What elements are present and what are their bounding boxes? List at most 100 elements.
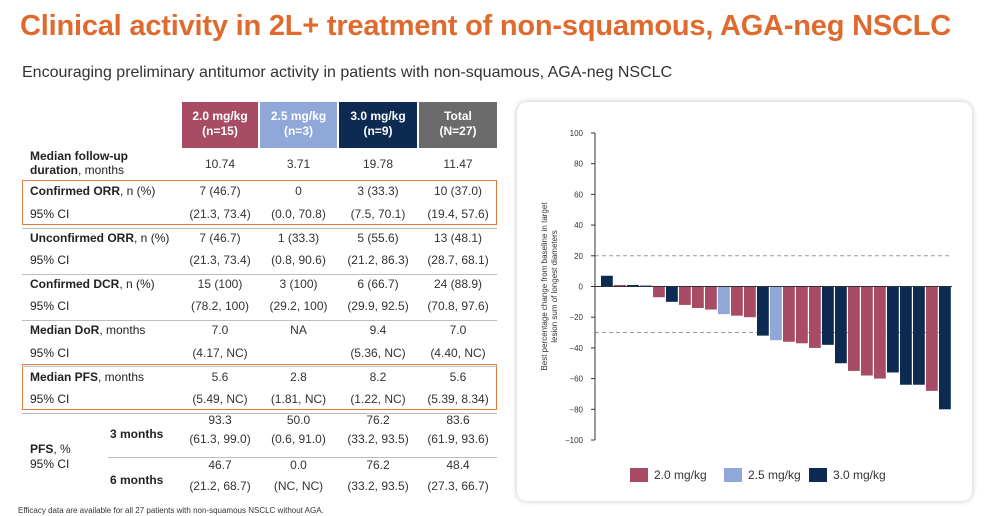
table-cell: (0.6, 91.0)	[271, 432, 326, 446]
dose-header-label: 3.0 mg/kg	[350, 109, 406, 123]
waterfall-bar	[640, 284, 652, 287]
row-label: Confirmed DCR, n (%)	[30, 277, 155, 291]
dose-header-label: 2.5 mg/kg	[270, 109, 327, 123]
row-label: 95% CI	[30, 299, 70, 313]
table-cell: 8.2	[369, 370, 387, 384]
table-cell: (5.49, NC)	[192, 392, 248, 406]
waterfall-bar	[692, 286, 704, 308]
dose-header-2: 3.0 mg/kg (n=9)	[339, 102, 417, 148]
table-cell: (70.8, 97.6)	[427, 299, 489, 313]
row-divider	[22, 320, 497, 321]
footnote: Efficacy data are available for all 27 p…	[18, 506, 324, 515]
row-label: 95% CI	[30, 207, 70, 221]
waterfall-bar	[653, 286, 665, 298]
y-tick-label: −100	[565, 436, 584, 445]
pfs-timepoint-label: 6 months	[110, 473, 164, 487]
table-cell: 93.3	[208, 413, 232, 427]
y-tick-label: 60	[574, 190, 583, 199]
row-divider	[22, 274, 497, 275]
dose-header-1: 2.5 mg/kg (n=3)	[260, 102, 337, 148]
row-label-followup: Median follow-up duration, months	[30, 149, 128, 177]
table-cell: 50.0	[286, 413, 311, 427]
table-cell: (27.3, 66.7)	[427, 479, 489, 493]
table-cell: 7.0	[449, 323, 467, 337]
table-cell: (4.17, NC)	[192, 346, 248, 360]
table-cell: 7 (46.7)	[199, 231, 241, 245]
table-cell: 46.7	[208, 458, 232, 472]
dose-header-n: (N=27)	[439, 124, 477, 138]
cell-followup: 11.47	[443, 157, 473, 171]
waterfall-bar	[679, 286, 691, 305]
row-label: Median DoR, months	[30, 323, 146, 337]
pfs-timepoint-label: 3 months	[110, 427, 164, 441]
table-cell: (NC, NC)	[273, 479, 324, 493]
legend-swatch	[809, 468, 827, 482]
row-label: 95% CI	[30, 392, 70, 406]
waterfall-bar	[796, 286, 808, 344]
waterfall-bar	[809, 286, 821, 348]
legend-swatch	[630, 468, 648, 482]
waterfall-bar	[887, 286, 899, 373]
row-divider	[22, 366, 497, 367]
y-tick-label: 80	[574, 160, 583, 169]
y-tick-label: −20	[569, 313, 583, 322]
table-cell: (28.7, 68.1)	[427, 253, 489, 267]
y-tick-label: −40	[569, 344, 583, 353]
table-cell: 6 (66.7)	[357, 277, 399, 291]
table-cell: 10 (37.0)	[433, 184, 483, 198]
table-cell: (61.3, 99.0)	[189, 432, 251, 446]
waterfall-bar	[601, 275, 613, 287]
table-cell: (5.39, 8.34)	[427, 392, 489, 406]
row-label: Unconfirmed ORR, n (%)	[30, 231, 170, 245]
waterfall-bar	[874, 286, 886, 379]
row-label: 95% CI	[30, 253, 70, 267]
y-axis-label-line: lesion sum of longest diameters	[550, 230, 559, 343]
table-cell: 2.8	[290, 370, 307, 384]
table-cell: 76.2	[366, 458, 390, 472]
table-cell: 24 (88.9)	[433, 277, 483, 291]
waterfall-bar	[627, 284, 639, 287]
waterfall-bar	[822, 286, 834, 345]
waterfall-bar	[900, 286, 912, 385]
table-cell: (4.40, NC)	[430, 346, 486, 360]
waterfall-bar	[614, 284, 626, 287]
table-cell: 0.0	[290, 458, 307, 472]
table-cell: 0	[295, 184, 302, 198]
table-cell: (21.2, 68.7)	[189, 479, 251, 493]
table-cell: (21.2, 86.3)	[347, 253, 409, 267]
table-cell: 9.4	[369, 323, 387, 337]
table-cell: (78.2, 100)	[190, 299, 250, 313]
slide-subtitle: Encouraging preliminary antitumor activi…	[22, 64, 673, 81]
table-cell: (61.9, 93.6)	[427, 432, 489, 446]
legend-swatch	[724, 468, 742, 482]
waterfall-bar	[770, 286, 782, 341]
table-cell: (21.3, 73.4)	[189, 253, 251, 267]
table-cell: 7 (46.7)	[199, 184, 241, 198]
cell-followup: 10.74	[204, 157, 236, 171]
waterfall-bar	[848, 286, 860, 371]
row-divider	[108, 457, 497, 458]
highlight-box-orr	[22, 180, 497, 225]
row-divider	[22, 228, 497, 229]
waterfall-chart-panel: 100 80 60 40 20 0 −20 −40 −60 −80 −100 Best percent…	[517, 102, 972, 501]
y-tick-label: −80	[569, 405, 583, 414]
table-cell: (0.0, 70.8)	[271, 207, 326, 221]
waterfall-bar	[939, 286, 951, 410]
waterfall-bar	[783, 286, 795, 342]
row-label: Confirmed ORR, n (%)	[30, 184, 156, 198]
table-cell: 5.6	[449, 370, 467, 384]
table-cell: 76.2	[366, 413, 390, 427]
waterfall-chart: 100 80 60 40 20 0 −20 −40 −60 −80 −100 Best percent…	[540, 129, 952, 482]
waterfall-bar	[861, 286, 873, 376]
row-divider	[22, 413, 497, 414]
table-cell: (19.4, 57.6)	[427, 207, 489, 221]
table-cell: (29.2, 100)	[269, 299, 328, 313]
waterfall-bar	[731, 286, 743, 316]
table-cell: 83.6	[446, 413, 470, 427]
dose-header-label: 2.0 mg/kg	[192, 109, 248, 123]
table-cell: NA	[290, 323, 307, 337]
table-cell: 7.0	[211, 323, 229, 337]
table-cell: 5 (55.6)	[357, 231, 399, 245]
waterfall-bar	[718, 286, 730, 315]
legend-label: 2.0 mg/kg	[654, 468, 707, 482]
